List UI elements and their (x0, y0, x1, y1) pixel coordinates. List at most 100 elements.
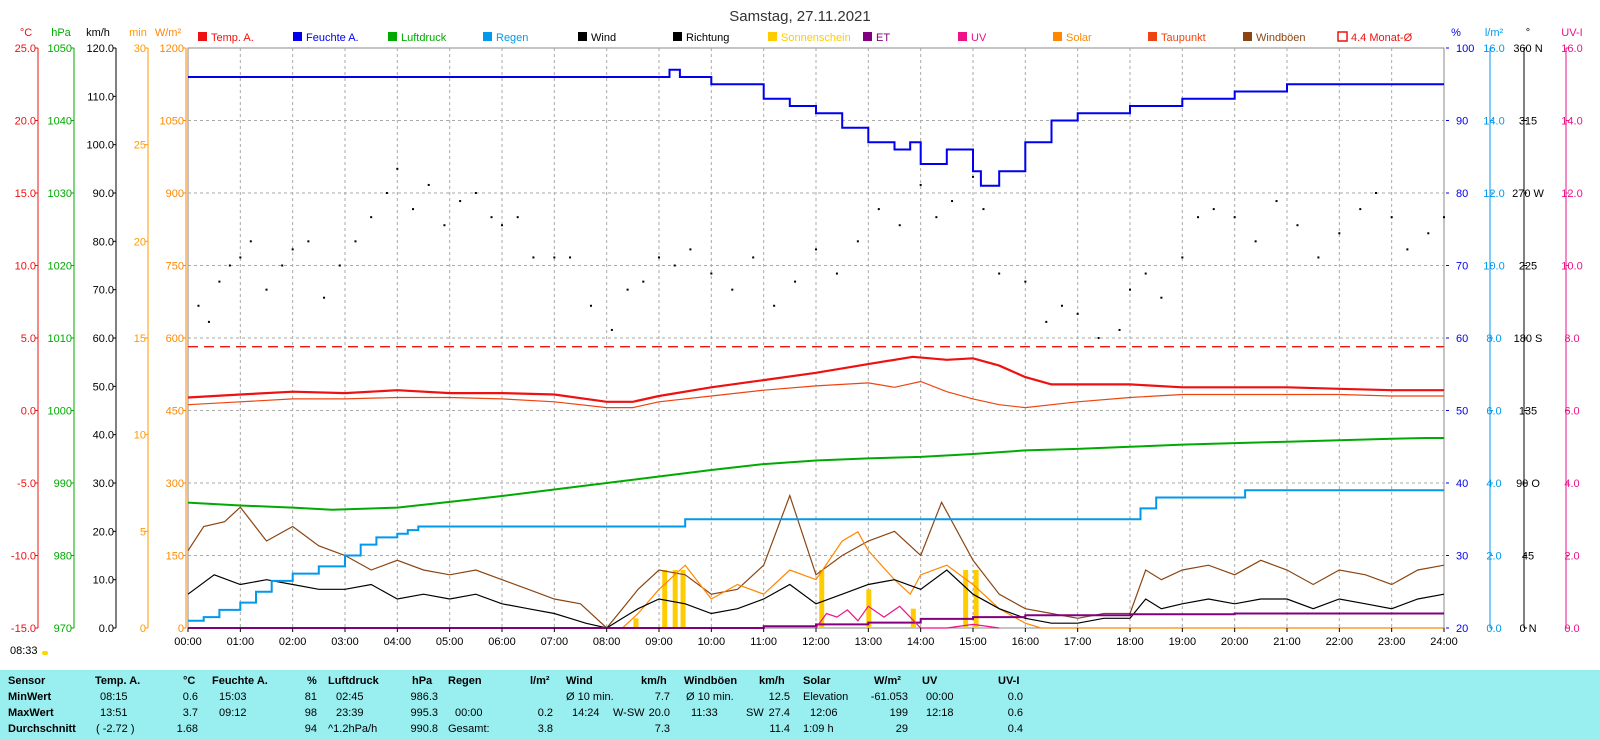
axis-tick-label: 15.0 (15, 188, 36, 200)
weather-chart: Samstag, 27.11.2021 Temp. A. Feuchte A. Lu… (11, 8, 1583, 648)
direction-dot (385, 192, 388, 194)
direction-dot (815, 248, 817, 251)
direction-dot (951, 200, 954, 203)
direction-dot (1097, 337, 1100, 339)
x-tick-label: 23:00 (1378, 636, 1406, 648)
x-tick-label: 12:00 (802, 636, 830, 648)
axis-unit: UV-I (1561, 27, 1582, 39)
current-time-label: 08:33 (10, 645, 38, 657)
direction-dot (658, 256, 660, 259)
axis-tick-label: 100.0 (86, 140, 114, 152)
axis-tick-label: 20.0 (15, 116, 36, 128)
axis-tick-label: 1010 (48, 333, 72, 345)
axis-tick-label: 16.0 (1483, 43, 1504, 55)
series-solar (188, 530, 1444, 629)
legend-label: ET (876, 32, 890, 44)
min-press-value: 986.3 (410, 691, 438, 703)
direction-dot (532, 256, 535, 259)
sunshine-bar (963, 570, 969, 628)
max-rain-time: 00:00 (455, 707, 483, 719)
legend-label: Solar (1066, 32, 1092, 44)
direction-dot (323, 296, 326, 299)
max-hum-time: 09:12 (219, 707, 247, 719)
direction-dot (459, 200, 462, 203)
axis-tick-label: 360 N (1513, 43, 1542, 55)
direction-dot (1443, 216, 1445, 219)
direction-dot (1181, 256, 1184, 259)
max-uv-time: 12:18 (926, 707, 954, 719)
axis-tick-label: 450 (166, 406, 184, 418)
series-uv (815, 605, 1000, 629)
axis-tick-label: 1040 (48, 116, 72, 128)
axis-tick-label: 20 (1456, 623, 1468, 635)
direction-dot (794, 280, 797, 283)
axis-tick-label: 0.0 (21, 406, 36, 418)
axis-tick-label: 980 (54, 551, 72, 563)
axis-tick-label: 90 (1456, 116, 1468, 128)
direction-dot (443, 224, 446, 227)
direction-dot (998, 272, 1001, 275)
direction-dot (642, 280, 645, 283)
max-gust-dir: SW (746, 707, 764, 719)
axis-unit: ° (1526, 27, 1530, 39)
direction-dot (207, 320, 210, 323)
col-gust-header: Windböen (684, 675, 738, 687)
axis-tick-label: 4.0 (1564, 478, 1579, 490)
axis-tick-label: 0.0 (99, 623, 114, 635)
x-tick-label: 15:00 (959, 636, 987, 648)
axis-tick-label: 60.0 (93, 333, 114, 345)
direction-dot (626, 288, 629, 291)
direction-dot (354, 240, 357, 243)
legend-label: Windböen (1256, 32, 1306, 44)
axis-tick-label: 1000 (48, 406, 72, 418)
x-tick-label: 13:00 (855, 636, 883, 648)
direction-dot (307, 240, 310, 243)
axis-tick-label: 270 W (1512, 188, 1544, 200)
x-tick-label: 09:00 (645, 636, 673, 648)
x-tick-label: 06:00 (488, 636, 516, 648)
axis-tick-label: 750 (166, 261, 184, 273)
axis-tick-label: 14.0 (1483, 116, 1504, 128)
axis-unit: hPa (51, 27, 71, 39)
min-temp-time: 08:15 (100, 691, 128, 703)
legend-label: Temp. A. (211, 32, 254, 44)
current-time-sun-icon (42, 651, 48, 655)
avg-uv-value: 0.4 (1007, 723, 1023, 735)
axis-tick-label: 80 (1456, 188, 1468, 200)
legend-swatch (863, 32, 872, 41)
col-wind-unit: km/h (641, 675, 667, 687)
min-temp-value: 0.6 (182, 691, 198, 703)
col-hum-unit: % (307, 675, 317, 687)
series-windboeen (187, 493, 1445, 629)
max-temp-time: 13:51 (100, 707, 128, 719)
axis-tick-label: 30 (1456, 551, 1468, 563)
legend-swatch (1243, 32, 1252, 41)
x-tick-label: 19:00 (1169, 636, 1197, 648)
x-tick-label: 21:00 (1273, 636, 1301, 648)
x-tick-label: 01:00 (227, 636, 255, 648)
sunshine-bar (672, 570, 678, 628)
x-tick-label: 00:00 (174, 636, 202, 648)
axis-tick-label: 180 S (1514, 333, 1543, 345)
min-press-time: 02:45 (336, 691, 364, 703)
avg-rain-value: 3.8 (537, 723, 553, 735)
direction-dot (1197, 216, 1200, 219)
col-sensor-header: Sensor (8, 675, 46, 687)
legend-swatch (198, 32, 207, 41)
axis-unit: l/m² (1485, 27, 1504, 39)
axis-tick-label: 2.0 (1564, 551, 1579, 563)
axis-tick-label: 45 (1522, 551, 1534, 563)
avg-hum-value: 94 (304, 723, 317, 735)
direction-dot (412, 208, 415, 211)
col-uv-header: UV (922, 675, 938, 687)
direction-dot (673, 264, 676, 267)
axis-tick-label: 1030 (48, 188, 72, 200)
axis-tick-label: 0 (178, 623, 184, 635)
axis-unit: °C (20, 27, 32, 39)
axis-tick-label: 14.0 (1561, 116, 1582, 128)
axis-tick-label: 15 (134, 333, 146, 345)
direction-dot (1024, 280, 1027, 283)
axis-tick-label: 20.0 (93, 526, 114, 538)
direction-dot (1129, 288, 1131, 291)
direction-dot (935, 216, 938, 219)
